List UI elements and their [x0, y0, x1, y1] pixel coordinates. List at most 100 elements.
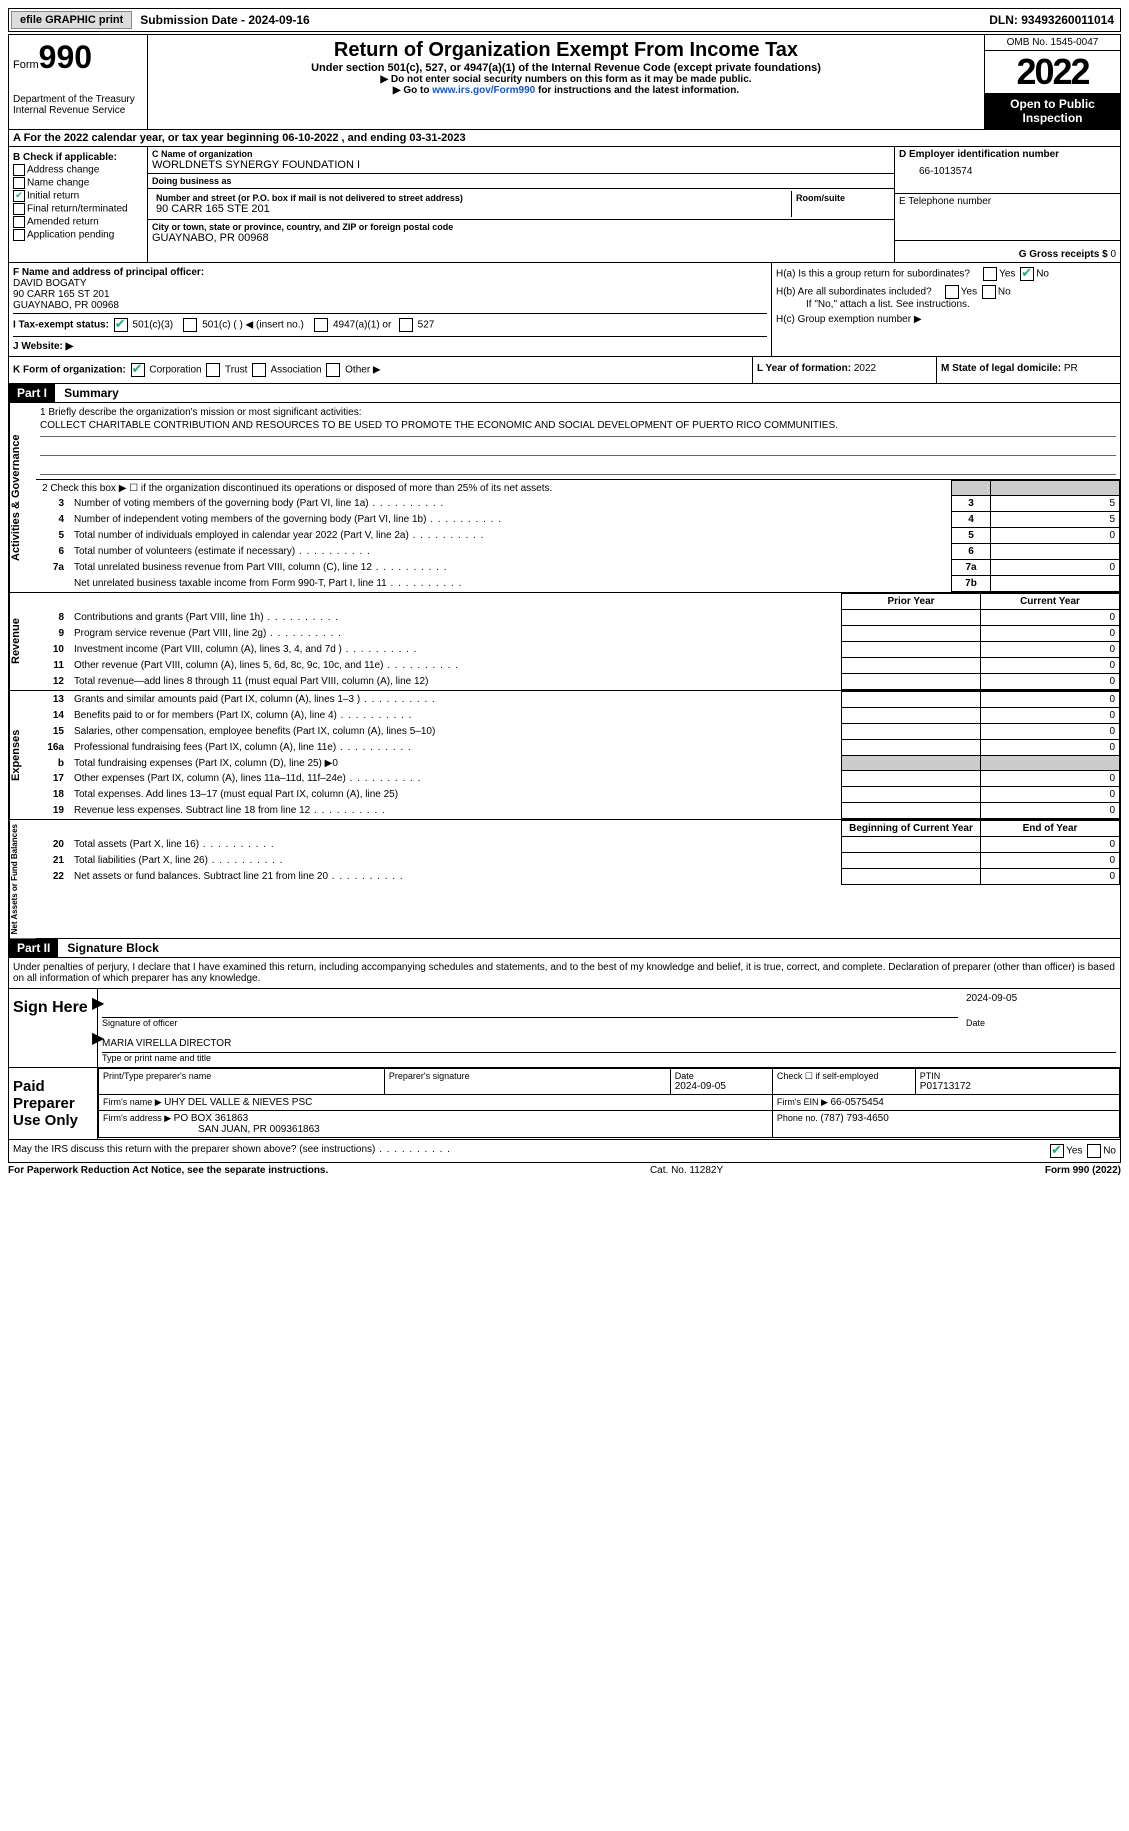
- check-no: [1087, 1144, 1101, 1158]
- side-net-assets: Net Assets or Fund Balances: [9, 820, 36, 938]
- tax-year: 2022: [985, 51, 1120, 93]
- k-label: K Form of organization:: [13, 365, 126, 376]
- check-association: [252, 363, 266, 377]
- table-row: 3Number of voting members of the governi…: [36, 496, 1120, 512]
- form-title: Return of Organization Exempt From Incom…: [152, 39, 980, 62]
- public-inspection: Open to Public Inspection: [985, 93, 1120, 129]
- table-row: 14Benefits paid to or for members (Part …: [36, 708, 1120, 724]
- f-officer-name: DAVID BOGATY: [13, 278, 767, 289]
- submission-date: Submission Date - 2024-09-16: [134, 13, 315, 27]
- check-corporation: [131, 363, 145, 377]
- check-app-pending: Application pending: [13, 229, 143, 241]
- department: Department of the Treasury Internal Reve…: [13, 94, 143, 116]
- form-label: Form: [13, 59, 39, 71]
- table-row: 15Salaries, other compensation, employee…: [36, 724, 1120, 740]
- table-row: 7aTotal unrelated business revenue from …: [36, 560, 1120, 576]
- row-fgh: F Name and address of principal officer:…: [8, 263, 1121, 357]
- sig-date-label: Date: [958, 1018, 1116, 1028]
- l-year-label: L Year of formation:: [757, 363, 854, 374]
- current-year-header: Current Year: [981, 594, 1120, 610]
- beginning-year-header: Beginning of Current Year: [842, 821, 981, 837]
- side-activities: Activities & Governance: [9, 403, 36, 592]
- f-officer-addr1: 90 CARR 165 ST 201: [13, 289, 767, 300]
- table-row: 19Revenue less expenses. Subtract line 1…: [36, 803, 1120, 819]
- form-footer: Form 990 (2022): [1045, 1165, 1121, 1176]
- check-501c: [183, 318, 197, 332]
- pp-addr2: SAN JUAN, PR 009361863: [103, 1124, 320, 1135]
- pp-ein-label: Firm's EIN ▶: [777, 1097, 831, 1107]
- pp-date: 2024-09-05: [675, 1081, 768, 1092]
- e-phone-label: E Telephone number: [899, 196, 1116, 207]
- check-other: [326, 363, 340, 377]
- table-row: 4Number of independent voting members of…: [36, 512, 1120, 528]
- table-row: 22Net assets or fund balances. Subtract …: [36, 869, 1120, 885]
- pp-phone-label: Phone no.: [777, 1113, 821, 1123]
- pra-notice: For Paperwork Reduction Act Notice, see …: [8, 1165, 328, 1176]
- pp-ptin-label: PTIN: [920, 1071, 1115, 1081]
- check-trust: [206, 363, 220, 377]
- table-row: 13Grants and similar amounts paid (Part …: [36, 692, 1120, 708]
- may-irs-row: May the IRS discuss this return with the…: [8, 1140, 1121, 1163]
- part2-title: Signature Block: [61, 941, 158, 955]
- pp-sig-label: Preparer's signature: [389, 1071, 666, 1081]
- may-irs-text: May the IRS discuss this return with the…: [13, 1144, 451, 1158]
- section-b: B Check if applicable: Address change Na…: [8, 147, 1121, 263]
- street-value: 90 CARR 165 STE 201: [156, 203, 787, 215]
- efile-print-label: efile GRAPHIC print: [11, 11, 132, 29]
- form-number: 990: [39, 39, 92, 75]
- line1-mission: COLLECT CHARITABLE CONTRIBUTION AND RESO…: [40, 418, 1116, 437]
- check-yes: [1050, 1144, 1064, 1158]
- f-officer-addr2: GUAYNABO, PR 00968: [13, 300, 767, 311]
- paid-preparer-row: Paid Preparer Use Only Print/Type prepar…: [8, 1068, 1121, 1140]
- c-name-label: C Name of organization: [152, 149, 890, 159]
- side-revenue: Revenue: [9, 593, 36, 690]
- table-row: 5Total number of individuals employed in…: [36, 528, 1120, 544]
- expenses-section: Expenses 13Grants and similar amounts pa…: [8, 691, 1121, 820]
- table-row: 10Investment income (Part VIII, column (…: [36, 642, 1120, 658]
- d-ein-label: D Employer identification number: [899, 149, 1116, 160]
- end-year-header: End of Year: [981, 821, 1120, 837]
- table-row: 9Program service revenue (Part VIII, lin…: [36, 626, 1120, 642]
- dln: DLN: 93493260011014: [989, 13, 1120, 27]
- irs-link[interactable]: www.irs.gov/Form990: [432, 85, 535, 96]
- j-website-label: J Website: ▶: [13, 341, 73, 352]
- pp-addr1: PO BOX 361863: [174, 1113, 249, 1124]
- pp-check-label: Check ☐ if self-employed: [777, 1071, 911, 1082]
- pp-ein: 66-0575454: [830, 1097, 883, 1108]
- line1-label: 1 Briefly describe the organization's mi…: [40, 407, 1116, 418]
- note-link: ▶ Go to www.irs.gov/Form990 for instruct…: [152, 85, 980, 96]
- room-label: Room/suite: [796, 193, 886, 203]
- check-final-return: Final return/terminated: [13, 203, 143, 215]
- omb-number: OMB No. 1545-0047: [985, 35, 1120, 51]
- table-row: 16aProfessional fundraising fees (Part I…: [36, 740, 1120, 756]
- check-address-change: Address change: [13, 164, 143, 176]
- part1-header: Part I: [9, 384, 55, 402]
- b-label: B Check if applicable:: [13, 152, 143, 163]
- pp-firm-label: Firm's name ▶: [103, 1097, 164, 1107]
- part1-title: Summary: [58, 386, 119, 400]
- check-amended: Amended return: [13, 216, 143, 228]
- table-row: 8Contributions and grants (Part VIII, li…: [36, 610, 1120, 626]
- table-row: 11Other revenue (Part VIII, column (A), …: [36, 658, 1120, 674]
- street-label: Number and street (or P.O. box if mail i…: [156, 193, 787, 203]
- h-a-group-return: H(a) Is this a group return for subordin…: [776, 267, 1116, 281]
- sig-officer-label: Signature of officer: [102, 1018, 958, 1028]
- h-b-subordinates: H(b) Are all subordinates included? Yes …: [776, 285, 1116, 299]
- check-527: [399, 318, 413, 332]
- check-501c3: [114, 318, 128, 332]
- table-row: 17Other expenses (Part IX, column (A), l…: [36, 771, 1120, 787]
- city-value: GUAYNABO, PR 00968: [152, 232, 890, 244]
- activities-governance: Activities & Governance 1 Briefly descri…: [8, 403, 1121, 593]
- line2: 2 Check this box ▶ ☐ if the organization…: [36, 481, 952, 496]
- pp-name-label: Print/Type preparer's name: [103, 1071, 380, 1081]
- note-ssn: ▶ Do not enter social security numbers o…: [152, 74, 980, 85]
- pp-phone: (787) 793-4650: [820, 1113, 888, 1124]
- g-gross-label: G Gross receipts $: [1019, 249, 1111, 260]
- c-name-value: WORLDNETS SYNERGY FOUNDATION I: [152, 159, 890, 171]
- pp-ptin: P01713172: [920, 1081, 1115, 1092]
- table-row: 21Total liabilities (Part X, line 26)0: [36, 853, 1120, 869]
- table-row: 20Total assets (Part X, line 16)0: [36, 837, 1120, 853]
- form-subtitle: Under section 501(c), 527, or 4947(a)(1)…: [152, 62, 980, 74]
- table-row: Net unrelated business taxable income fr…: [36, 576, 1120, 592]
- pp-firm: UHY DEL VALLE & NIEVES PSC: [164, 1097, 312, 1108]
